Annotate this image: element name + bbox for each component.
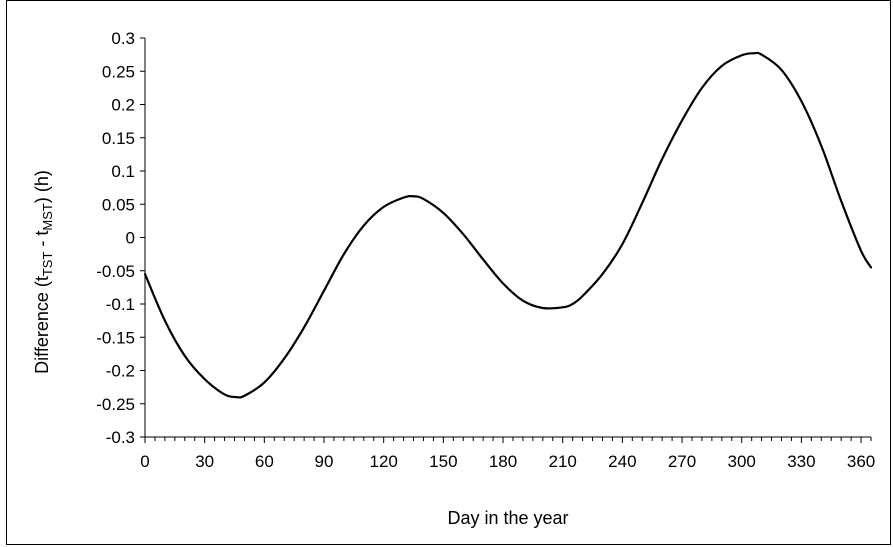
y-axis-title-sub1: TST	[40, 252, 55, 277]
y-axis-title-prefix: Difference (t	[32, 276, 52, 374]
x-tick-label: 270	[668, 452, 696, 471]
x-tick-label: 300	[728, 452, 756, 471]
x-tick-label: 210	[549, 452, 577, 471]
y-tick-label: 0.2	[111, 96, 135, 115]
y-ticks: 0.3 0.25 0.2 0.15 0.1 0.05 0 -0.05 -0.1 -0.15 -0.2…	[96, 29, 145, 447]
y-tick-label: -0.3	[106, 428, 135, 447]
y-tick-label: -0.2	[106, 362, 135, 381]
y-axis-title-sub2: MST	[40, 203, 55, 231]
y-tick-label: -0.25	[96, 395, 135, 414]
y-tick-label: -0.05	[96, 262, 135, 281]
y-tick-label: -0.1	[106, 295, 135, 314]
x-tick-label: 150	[429, 452, 457, 471]
x-tick-label: 60	[255, 452, 274, 471]
y-tick-label: 0.05	[102, 195, 135, 214]
x-tick-label: 0	[140, 452, 149, 471]
x-tick-label: 240	[608, 452, 636, 471]
x-tick-label: 330	[787, 452, 815, 471]
axes	[144, 38, 871, 438]
y-tick-label: -0.15	[96, 328, 135, 347]
y-tick-label: 0.3	[111, 29, 135, 48]
x-tick-label: 30	[195, 452, 214, 471]
series-line	[143, 51, 873, 399]
y-tick-label: 0.15	[102, 129, 135, 148]
y-tick-label: 0.1	[111, 162, 135, 181]
y-tick-label: 0.25	[102, 62, 135, 81]
x-axis-title: Day in the year	[447, 508, 568, 528]
y-tick-label: 0	[126, 229, 135, 248]
x-tick-label: 90	[315, 452, 334, 471]
x-ticks: 0 30 60 90 120 150 180 210 240 270 300 330 360	[140, 437, 875, 471]
x-tick-label: 360	[847, 452, 875, 471]
x-tick-label: 120	[369, 452, 397, 471]
y-axis-title: Difference (tTST - tMST) (h)	[32, 170, 55, 374]
y-axis-title-middle: - t	[32, 231, 52, 252]
x-tick-label: 180	[489, 452, 517, 471]
chart-frame	[6, 0, 891, 545]
y-axis-title-suffix: ) (h)	[32, 170, 52, 203]
